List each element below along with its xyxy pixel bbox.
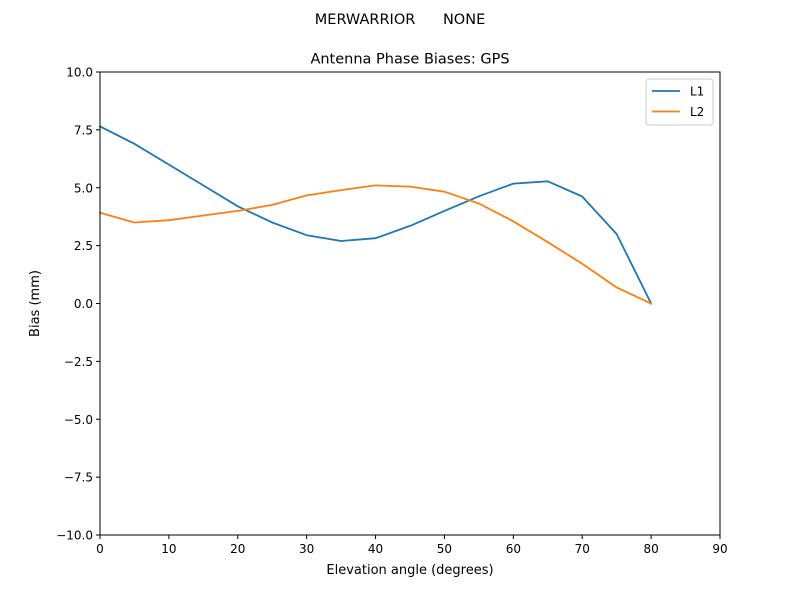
x-tick-label: 10	[161, 542, 176, 556]
series-line-l1	[98, 125, 653, 305]
y-tick-label: 5.0	[74, 181, 93, 195]
x-tick-label: 0	[96, 542, 104, 556]
y-tick-label: 7.5	[74, 123, 93, 137]
axis-ticks: 0 10 20 30 40 50 60 70 80 90 −10.0 −7.5 −5.0 −2.5 0.0 2…	[56, 66, 727, 557]
x-tick-label: 90	[712, 542, 727, 556]
y-tick-label: −5.0	[64, 413, 93, 427]
x-tick-label: 20	[230, 542, 245, 556]
x-tick-label: 40	[368, 542, 383, 556]
y-tick-label: 2.5	[74, 239, 93, 253]
y-axis-label: Bias (mm)	[28, 270, 43, 337]
x-axis-label: Elevation angle (degrees)	[326, 563, 493, 578]
legend-label-l1: L1	[690, 85, 704, 99]
y-tick-label: −7.5	[64, 471, 93, 485]
legend-label-l2: L2	[690, 105, 704, 119]
figure-suptitle: MERWARRIOR NONE	[315, 12, 485, 28]
y-tick-label: −10.0	[56, 529, 93, 543]
y-tick-label: 10.0	[66, 66, 93, 80]
plot-lines	[98, 125, 653, 305]
y-tick-label: −2.5	[64, 355, 93, 369]
plot-frame	[99, 71, 721, 536]
x-tick-label: 50	[437, 542, 452, 556]
x-tick-label: 70	[575, 542, 590, 556]
series-line-l2	[98, 184, 653, 305]
y-tick-label: 0.0	[74, 297, 93, 311]
x-tick-label: 30	[299, 542, 314, 556]
x-tick-label: 80	[643, 542, 658, 556]
chart-title: Antenna Phase Biases: GPS	[310, 52, 509, 68]
x-tick-label: 60	[506, 542, 521, 556]
